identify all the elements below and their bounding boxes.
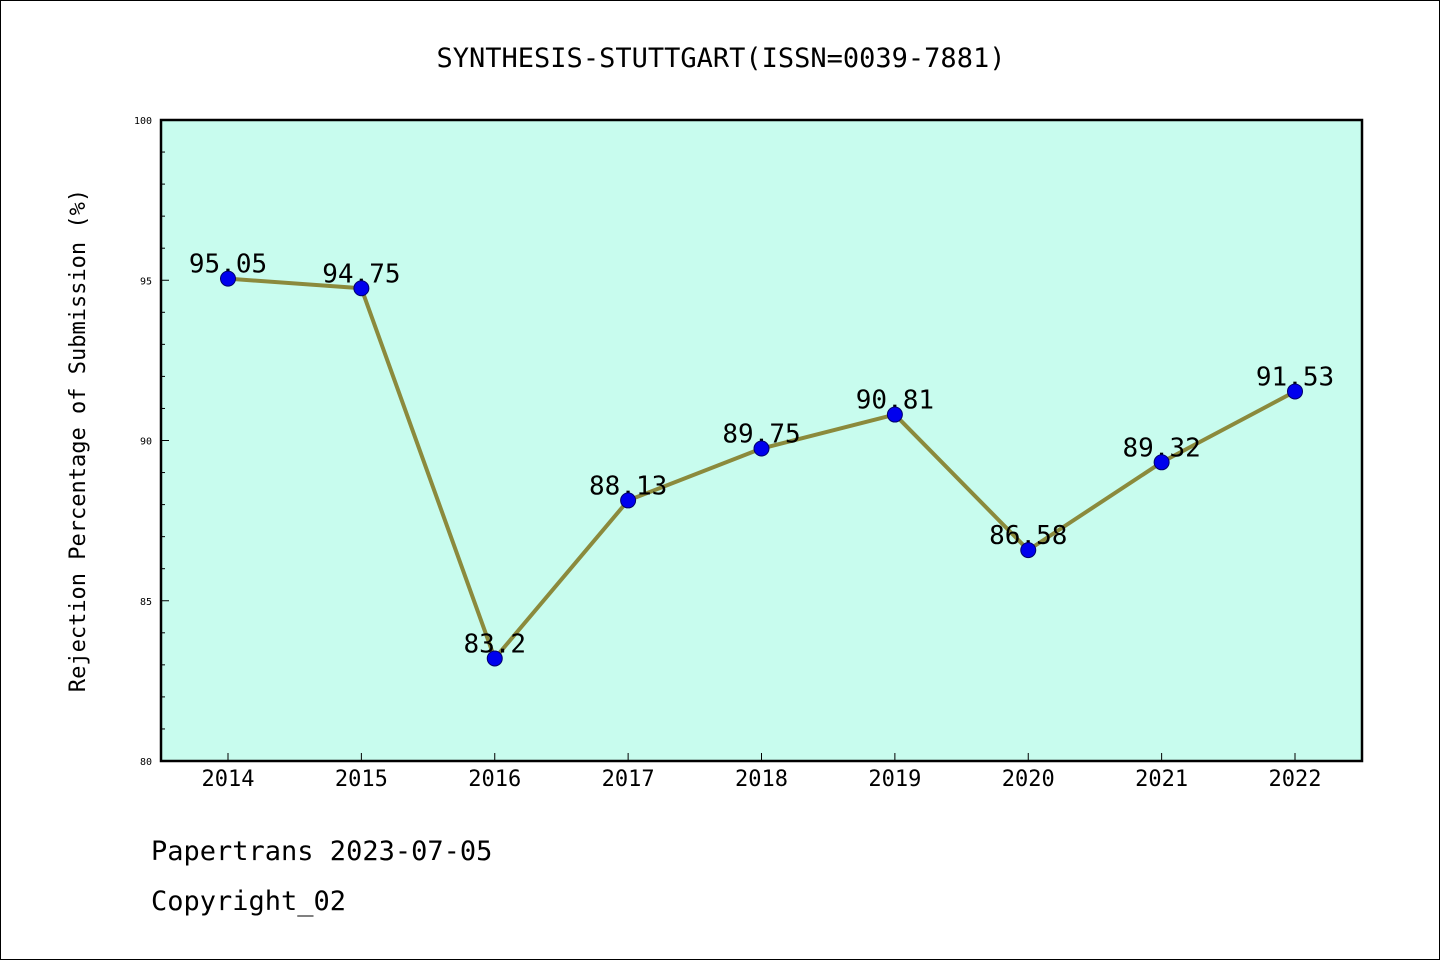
x-tick-label: 2020	[1002, 767, 1055, 792]
x-tick-label: 2021	[1135, 767, 1188, 792]
data-point	[1020, 542, 1037, 559]
data-point	[886, 406, 903, 423]
y-tick-label: 100	[134, 116, 152, 127]
data-point	[1153, 454, 1170, 471]
data-point	[220, 270, 236, 287]
footer-copyright-text: Copyright_02	[151, 886, 347, 917]
y-tick-label: 85	[140, 597, 152, 608]
y-tick-label: 90	[140, 437, 152, 448]
x-axis-ticks: 2014 2015 2016 2017 2018 2019 2020 2021 2022	[202, 753, 1322, 792]
data-point	[1287, 383, 1303, 400]
data-point	[620, 492, 637, 509]
chart-title: SYNTHESIS-STUTTGART(ISSN=0039-7881)	[437, 43, 1006, 74]
plot-area	[161, 120, 1362, 761]
footer-date-text: Papertrans 2023-07-05	[151, 836, 493, 867]
x-tick-label: 2017	[602, 767, 655, 792]
x-tick-label: 2019	[868, 767, 921, 792]
series-layer: 95.05 94.7583.288.1389.7590.8186.5889.329…	[189, 250, 1334, 667]
x-tick-label: 2015	[335, 767, 388, 792]
y-tick-label: 95	[140, 276, 152, 287]
data-point	[353, 280, 370, 297]
y-tick-label: 80	[140, 757, 152, 768]
x-tick-label: 2022	[1269, 767, 1322, 792]
x-tick-label: 2018	[735, 767, 788, 792]
x-tick-label: 2016	[468, 767, 521, 792]
plot-frame	[159, 118, 1364, 763]
x-tick-label: 2014	[202, 767, 255, 792]
data-point	[753, 440, 770, 457]
y-axis-label: Rejection Percentage of Submission (%)	[66, 189, 91, 692]
data-point	[486, 650, 503, 667]
